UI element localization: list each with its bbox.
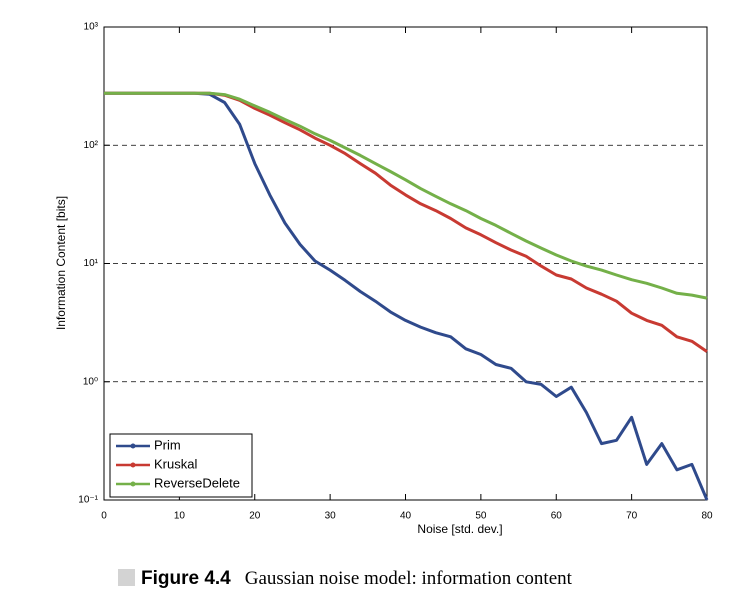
y-tick-label: 10³ [84,22,99,33]
x-tick-label: 0 [101,511,107,522]
legend-label: Kruskal [154,456,197,471]
x-tick-label: 40 [400,511,412,522]
caption-label: Figure 4.4 [141,568,231,589]
legend-marker [130,481,136,487]
caption-icon [118,569,135,586]
legend-label: ReverseDelete [154,475,240,490]
x-axis-label: Noise [std. dev.] [417,522,502,536]
x-tick-label: 80 [701,511,713,522]
caption-text: Gaussian noise model: information conten… [244,568,572,589]
y-tick-label: 10² [84,140,99,151]
chart: Noise [std. dev.] Information Content [b… [54,22,713,537]
x-tick-label: 20 [249,511,261,522]
legend-marker [130,443,136,449]
caption: Figure 4.4 Gaussian noise model: informat… [118,568,572,590]
y-tick-label: 10¹ [84,258,99,269]
x-tick-label: 60 [551,511,563,522]
x-tick-label: 30 [325,511,337,522]
legend-marker [130,462,136,468]
y-axis-label: Information Content [bits] [54,196,68,330]
series-line [104,91,708,300]
x-tick-label: 50 [475,511,487,522]
legend-label: Prim [154,437,181,452]
x-tick-label: 10 [174,511,186,522]
series-line [104,91,708,353]
y-tick-label: 10⁻¹ [78,495,98,506]
y-tick-label: 10⁰ [83,376,98,387]
x-tick-label: 70 [626,511,638,522]
